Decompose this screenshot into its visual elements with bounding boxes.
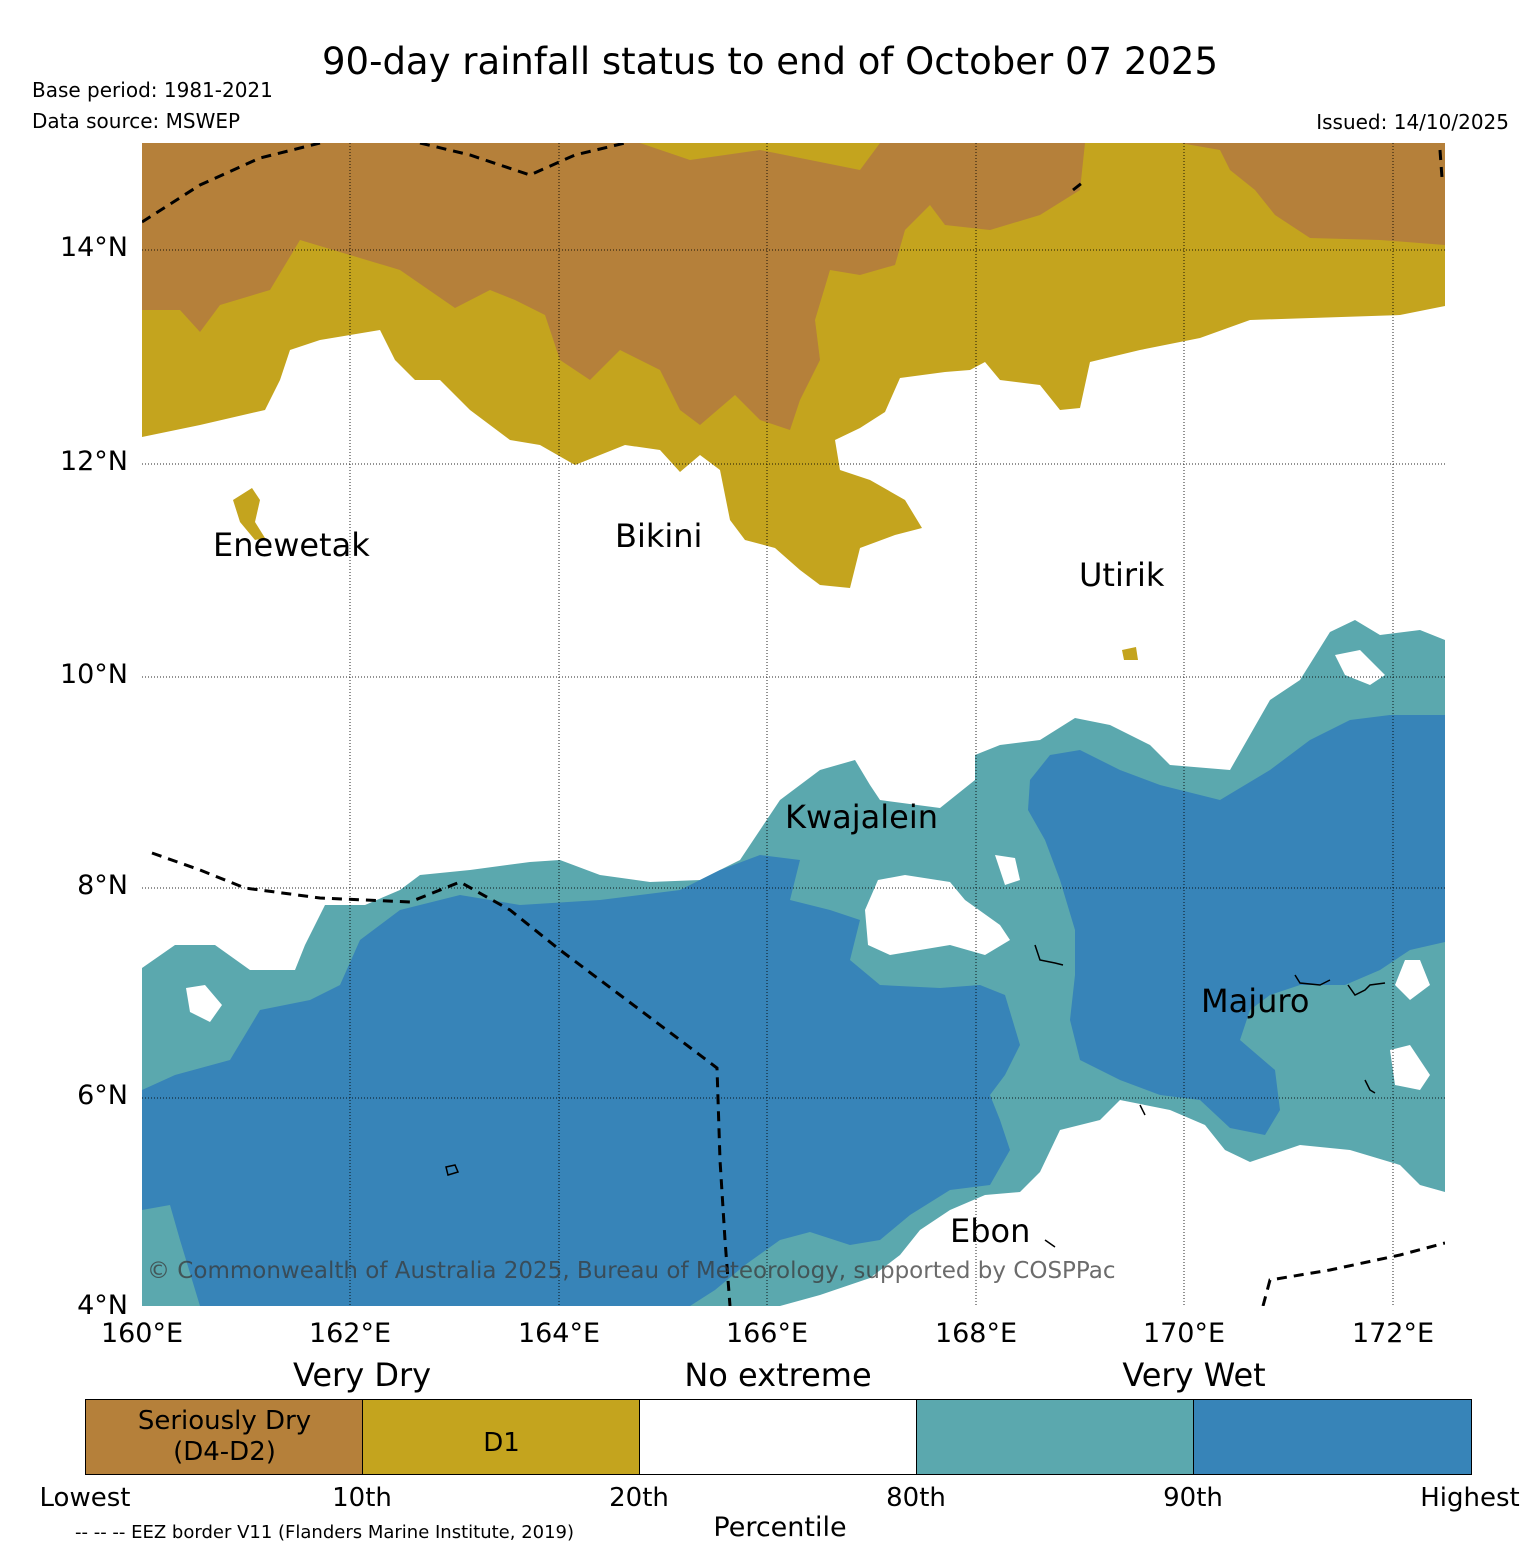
map-title: 90-day rainfall status to end of October… bbox=[322, 40, 1218, 83]
lat-label-4n: 4°N bbox=[77, 1290, 128, 1321]
very-wet-region-east bbox=[1028, 715, 1445, 1135]
no-extreme-hole-e bbox=[995, 855, 1020, 885]
lon-label-168e: 168°E bbox=[934, 1318, 1018, 1349]
data-source-note: Data source: MSWEP bbox=[32, 109, 241, 133]
legend-box-d1-label: D1 bbox=[483, 1428, 520, 1459]
legend-tick-10th: 10th bbox=[332, 1483, 392, 1513]
copyright-notice: © Commonwealth of Australia 2025, Bureau… bbox=[147, 1258, 1116, 1284]
legend-heading-very-dry: Very Dry bbox=[292, 1356, 432, 1394]
seriously-dry-region-ne bbox=[1180, 143, 1445, 245]
lon-label-160e: 160°E bbox=[100, 1318, 184, 1349]
island-outlines bbox=[445, 944, 1386, 1248]
wet-region-south-strip bbox=[142, 1205, 200, 1306]
legend-box-very-wet bbox=[1193, 1399, 1472, 1475]
legend-box-no-extreme bbox=[639, 1399, 918, 1475]
place-label-bikini: Bikini bbox=[615, 517, 702, 555]
lon-label-164e: 164°E bbox=[517, 1318, 601, 1349]
eez-borders bbox=[142, 143, 1445, 1306]
lon-label-170e: 170°E bbox=[1142, 1318, 1226, 1349]
eez-border-note: -- -- -- EEZ border V11 (Flanders Marine… bbox=[75, 1522, 575, 1543]
very-wet-region bbox=[142, 855, 1020, 1306]
seriously-dry-region bbox=[142, 143, 1085, 430]
legend-tick-80th: 80th bbox=[886, 1483, 946, 1513]
legend-heading-no-extreme: No extreme bbox=[684, 1356, 872, 1394]
base-period-note: Base period: 1981-2021 bbox=[32, 78, 273, 102]
legend-tick-highest: Highest bbox=[1420, 1483, 1520, 1513]
no-extreme-hole-east2 bbox=[1390, 1045, 1430, 1090]
issued-date: Issued: 14/10/2025 bbox=[1316, 110, 1509, 134]
lat-label-8n: 8°N bbox=[77, 870, 128, 901]
legend-box-seriously-dry-line1: Seriously Dry bbox=[137, 1405, 312, 1436]
lon-label-166e: 166°E bbox=[725, 1318, 809, 1349]
legend-box-seriously-dry: Seriously Dry (D4-D2) bbox=[85, 1399, 364, 1475]
no-extreme-hole-east bbox=[1395, 960, 1430, 1000]
legend-box-wet bbox=[916, 1399, 1195, 1475]
lat-label-12n: 12°N bbox=[59, 446, 128, 477]
lon-label-172e: 172°E bbox=[1351, 1318, 1435, 1349]
place-label-utirik: Utirik bbox=[1079, 556, 1165, 594]
legend-box-d1: D1 bbox=[362, 1399, 641, 1475]
legend-box-seriously-dry-line2: (D4-D2) bbox=[173, 1437, 276, 1467]
legend-tick-20th: 20th bbox=[609, 1483, 669, 1513]
legend-axis-label: Percentile bbox=[713, 1512, 847, 1543]
place-label-majuro: Majuro bbox=[1201, 982, 1309, 1020]
legend-tick-90th: 90th bbox=[1163, 1483, 1223, 1513]
d1-islet-utirik bbox=[1122, 647, 1138, 660]
no-extreme-hole-central bbox=[865, 875, 1010, 955]
place-label-enewetak: Enewetak bbox=[213, 526, 370, 564]
no-extreme-hole-north bbox=[1335, 650, 1385, 685]
lon-label-162e: 162°E bbox=[308, 1318, 392, 1349]
lat-label-14n: 14°N bbox=[59, 232, 128, 263]
legend-tick-lowest: Lowest bbox=[39, 1483, 131, 1513]
graticule bbox=[142, 143, 1445, 1306]
place-label-ebon: Ebon bbox=[950, 1212, 1030, 1250]
legend-heading-very-wet: Very Wet bbox=[1122, 1356, 1266, 1394]
no-extreme-hole-west bbox=[186, 985, 222, 1022]
place-label-kwajalein: Kwajalein bbox=[785, 798, 938, 836]
d1-islet-enewetak bbox=[233, 488, 265, 540]
lat-label-6n: 6°N bbox=[77, 1080, 128, 1111]
lat-label-10n: 10°N bbox=[59, 659, 128, 690]
